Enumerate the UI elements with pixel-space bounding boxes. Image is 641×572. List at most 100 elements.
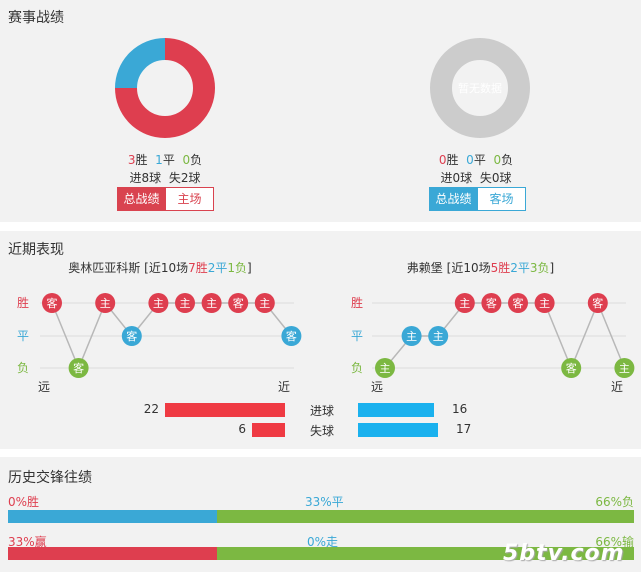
h2h-segment-loss [216, 510, 634, 523]
form-point-draw[interactable] [281, 326, 302, 346]
form-point-venue: 客 [73, 361, 84, 375]
form-point-venue: 主 [539, 297, 550, 310]
form-point-win[interactable] [42, 293, 62, 313]
form-point-win[interactable] [454, 293, 475, 313]
watermark-logo: 5btv.com [503, 541, 625, 566]
left-record-summary: 3胜 1平 0负 [0, 151, 330, 168]
form-point-win[interactable] [95, 293, 116, 313]
h2h-title: 历史交锋往绩 [8, 470, 92, 486]
form-point-win[interactable] [254, 293, 275, 313]
form-point-loss[interactable] [68, 358, 89, 378]
form-point-venue: 主 [406, 330, 417, 343]
right-conceded-value: 17 [456, 422, 472, 436]
left-team-suffix: ] [247, 261, 252, 275]
right-wins: 0 [438, 153, 447, 167]
left-team-l: 1负 [227, 261, 248, 275]
h2h-segment-loss [216, 547, 634, 560]
right-draws: 0 [466, 153, 474, 167]
left-loss-label: 负 [190, 153, 203, 167]
right-record-donut [430, 38, 530, 138]
recent-section: 近期表现 奥林匹亚科斯 [近10场7胜2平1负] 弗赖堡 [近10场5胜2平3负… [0, 231, 641, 449]
axis-far-label: 远 [371, 380, 383, 394]
form-point-win[interactable] [481, 293, 502, 313]
axis-label-loss: 负 [351, 361, 363, 375]
left-losses: 0 [182, 153, 191, 167]
form-point-venue: 客 [286, 329, 297, 343]
left-team-w: 7胜 [188, 261, 208, 275]
left-home-button[interactable]: 主场 [165, 187, 214, 211]
right-team-prefix: [近10场 [446, 261, 491, 275]
h2h-row2-mid: 0%走 [307, 535, 339, 549]
form-point-venue: 主 [380, 362, 391, 375]
h2h-segment-draw [8, 510, 217, 523]
right-team-name: 弗赖堡 [406, 261, 443, 275]
form-point-venue: 客 [126, 329, 137, 343]
form-point-win[interactable] [201, 293, 222, 313]
form-point-draw[interactable] [121, 326, 142, 346]
left-draws: 1 [155, 153, 163, 167]
left-goals-against: 失2球 [168, 171, 201, 185]
form-line [51, 301, 292, 370]
right-total-record-button[interactable]: 总战绩 [429, 187, 478, 211]
axis-label-win: 胜 [17, 295, 29, 310]
left-scored-bar [165, 403, 285, 417]
right-team-header: 弗赖堡 [近10场5胜2平3负] [320, 259, 641, 276]
right-team-l: 3负 [529, 261, 550, 275]
recent-form-chart: 胜平负远 近胜平负远近 客客主客主主主客主客 主主 主主客客主客客主 [17, 293, 635, 394]
right-losses: 0 [493, 153, 502, 167]
form-point-win[interactable] [175, 293, 195, 313]
form-point-win[interactable] [228, 293, 249, 313]
left-conceded-value: 6 [238, 422, 246, 436]
right-away-button[interactable]: 客场 [477, 187, 526, 211]
form-point-loss[interactable] [375, 358, 395, 378]
form-point-venue: 主 [153, 297, 164, 310]
right-scored-bar [358, 403, 434, 417]
form-point-win[interactable] [587, 293, 608, 313]
donut-slice-平 [115, 38, 166, 89]
h2h-row2-left: 33%赢 [8, 535, 47, 549]
form-point-venue: 主 [180, 297, 191, 310]
right-scored-value: 16 [452, 402, 468, 416]
axis-near-label: 近 [611, 380, 623, 394]
form-point-venue: 主 [206, 297, 217, 310]
left-team-header: 奥林匹亚科斯 [近10场7胜2平1负] [0, 259, 320, 276]
axis-label-win: 胜 [351, 295, 363, 310]
axis-label-loss: 负 [17, 361, 29, 375]
donut-slice-胜 [115, 38, 215, 138]
left-goals-for: 进8球 [129, 171, 162, 185]
form-point-venue: 客 [592, 296, 603, 310]
form-point-venue: 主 [619, 362, 630, 375]
form-point-venue: 主 [259, 297, 270, 310]
left-team-name: 奥林匹亚科斯 [68, 261, 141, 275]
form-point-draw[interactable] [401, 326, 422, 346]
right-draw-label: 平 [473, 153, 486, 167]
form-point-venue: 主 [100, 297, 111, 310]
axis-label-draw: 平 [17, 329, 29, 343]
axis-near-label: 近 [278, 380, 290, 394]
axis-far-label: 远 [38, 380, 50, 394]
form-point-venue: 客 [233, 296, 244, 310]
form-point-loss[interactable] [561, 358, 582, 378]
left-draw-label: 平 [162, 153, 175, 167]
h2h-row2-right: 66%输 [595, 535, 634, 549]
left-record-donut [115, 38, 215, 138]
h2h-segment-first [8, 547, 217, 560]
form-point-win[interactable] [508, 293, 528, 313]
left-win-label: 胜 [135, 153, 148, 167]
left-total-record-button[interactable]: 总战绩 [117, 187, 166, 211]
right-goals-summary: 进0球 失0球 [311, 169, 641, 186]
form-point-win[interactable] [148, 293, 169, 313]
form-point-loss[interactable] [614, 358, 635, 378]
h2h-row1-left: 0%胜 [8, 495, 40, 509]
record-section: 赛事战绩 3胜 1平 0负 进8球 失2球 总战绩 主场 暂无数据 0胜 0平 … [0, 0, 641, 222]
right-goals-against: 失0球 [479, 171, 512, 185]
record-title: 赛事战绩 [8, 10, 64, 26]
scored-label: 进球 [310, 404, 335, 418]
recent-title: 近期表现 [8, 242, 64, 258]
left-goals-summary: 进8球 失2球 [0, 169, 330, 186]
form-point-venue: 客 [566, 361, 577, 375]
form-point-draw[interactable] [428, 326, 449, 346]
left-wins: 3 [127, 153, 136, 167]
form-point-win[interactable] [534, 293, 555, 313]
h2h-handicap-bar [8, 547, 634, 560]
